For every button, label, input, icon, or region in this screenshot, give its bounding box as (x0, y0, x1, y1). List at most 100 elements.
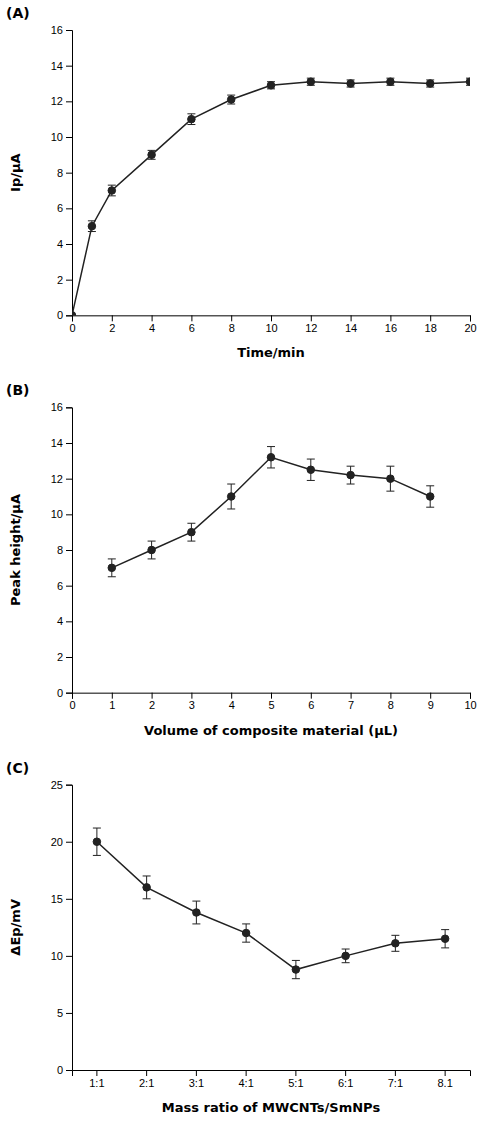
x-tick-mark (152, 315, 153, 321)
x-tick-mark (430, 315, 431, 321)
x-tick: 0 (69, 693, 75, 712)
x-tick-label: 6 (189, 322, 195, 334)
x-tick: 2:1 (139, 1070, 154, 1089)
error-bar (108, 559, 116, 577)
error-bar-cap (143, 898, 151, 899)
error-bar-cap (192, 901, 200, 902)
y-tick-mark (66, 280, 72, 281)
x-tick-mark (96, 1070, 97, 1076)
data-point (148, 151, 156, 159)
error-bar-cap (292, 978, 300, 979)
y-axis: 0510152025 (51, 779, 73, 1076)
panel: 1:12:13:14:15:16:17:18.10510152025Mass r… (6, 760, 471, 1115)
x-tick: 8 (388, 693, 394, 712)
data-point (426, 493, 434, 501)
x-tick-label: 7:1 (388, 1077, 403, 1089)
x-tick-label: 10 (265, 322, 277, 334)
x-tick-mark (311, 315, 312, 321)
x-tick-mark (351, 315, 352, 321)
x-tick: 12 (305, 315, 317, 334)
error-bar (227, 95, 235, 104)
y-tick: 2 (57, 274, 72, 286)
y-tick-mark (66, 30, 72, 31)
x-tick-label: 16 (385, 322, 397, 334)
y-tick-mark (66, 479, 72, 480)
x-tick-mark (345, 1070, 346, 1076)
y-tick-label: 8 (57, 167, 63, 179)
x-axis: 012345678910 (69, 693, 476, 712)
y-tick: 10 (51, 508, 72, 520)
error-bar (242, 924, 250, 942)
error-bar-cap (108, 195, 116, 196)
y-tick-mark (66, 657, 72, 658)
data-point (227, 493, 235, 501)
error-bar (391, 935, 399, 951)
x-tick-mark (112, 693, 113, 699)
error-bar (386, 466, 394, 491)
error-bar-cap (148, 558, 156, 559)
x-tick: 8 (229, 315, 235, 334)
data-point (342, 952, 350, 960)
data-point (108, 187, 116, 195)
y-tick-mark (66, 66, 72, 67)
y-axis-title: ΔEp/mV (8, 899, 23, 956)
data-point (143, 884, 151, 892)
x-tick-mark (395, 1070, 396, 1076)
y-tick: 20 (51, 836, 72, 848)
x-tick: 10 (464, 693, 476, 712)
x-tick: 9 (428, 693, 434, 712)
x-tick: 4:1 (238, 1070, 253, 1089)
x-axis-line (73, 693, 471, 699)
y-tick: 16 (51, 401, 72, 413)
error-bar (187, 114, 195, 125)
error-bar-cap (307, 459, 315, 460)
error-bar-cap (342, 949, 350, 950)
y-tick-mark (66, 1070, 72, 1071)
data-point (108, 564, 116, 572)
x-tick-label: 12 (305, 322, 317, 334)
data-point (307, 78, 315, 86)
error-bar (342, 949, 350, 963)
x-tick: 18 (425, 315, 437, 334)
error-bar (307, 459, 315, 480)
x-tick-mark (445, 1070, 446, 1076)
error-bar-cap (426, 485, 434, 486)
y-axis: 0246810121416 (51, 401, 73, 698)
y-tick-label: 25 (51, 779, 63, 791)
y-tick: 14 (51, 60, 72, 72)
x-tick: 2 (109, 315, 115, 334)
y-tick: 8 (57, 167, 72, 179)
y-tick-mark (66, 621, 72, 622)
x-tick-label: 2 (109, 322, 115, 334)
x-axis-title: Volume of composite material (μL) (144, 723, 398, 738)
error-bar-cap (108, 558, 116, 559)
error-bar (227, 484, 235, 509)
y-tick-mark (66, 899, 72, 900)
error-bar (93, 828, 101, 855)
y-tick: 10 (51, 950, 72, 962)
y-axis-line (66, 31, 73, 316)
y-tick-label: 0 (57, 687, 63, 699)
x-tick: 4 (149, 315, 155, 334)
figure: 024681012141618200246810121416Time/minIp… (0, 0, 492, 1132)
x-tick: 10 (265, 315, 277, 334)
y-tick-mark (66, 315, 72, 316)
data-point (466, 78, 470, 86)
x-tick-label: 10 (464, 699, 476, 711)
error-bar (108, 185, 116, 196)
y-tick-label: 14 (51, 437, 63, 449)
y-tick-mark (66, 208, 72, 209)
x-tick-label: 20 (464, 322, 476, 334)
y-tick-mark (66, 1013, 72, 1014)
x-tick: 5 (268, 693, 274, 712)
y-tick: 0 (57, 309, 72, 321)
plot-area (108, 447, 434, 577)
panel-label: (C) (6, 760, 29, 776)
error-bar-cap (307, 480, 315, 481)
error-bar-cap (441, 947, 449, 948)
x-tick-mark (246, 1070, 247, 1076)
error-bar-cap (391, 951, 399, 952)
y-tick-label: 2 (57, 651, 63, 663)
y-tick: 4 (57, 238, 72, 250)
y-tick: 15 (51, 893, 72, 905)
